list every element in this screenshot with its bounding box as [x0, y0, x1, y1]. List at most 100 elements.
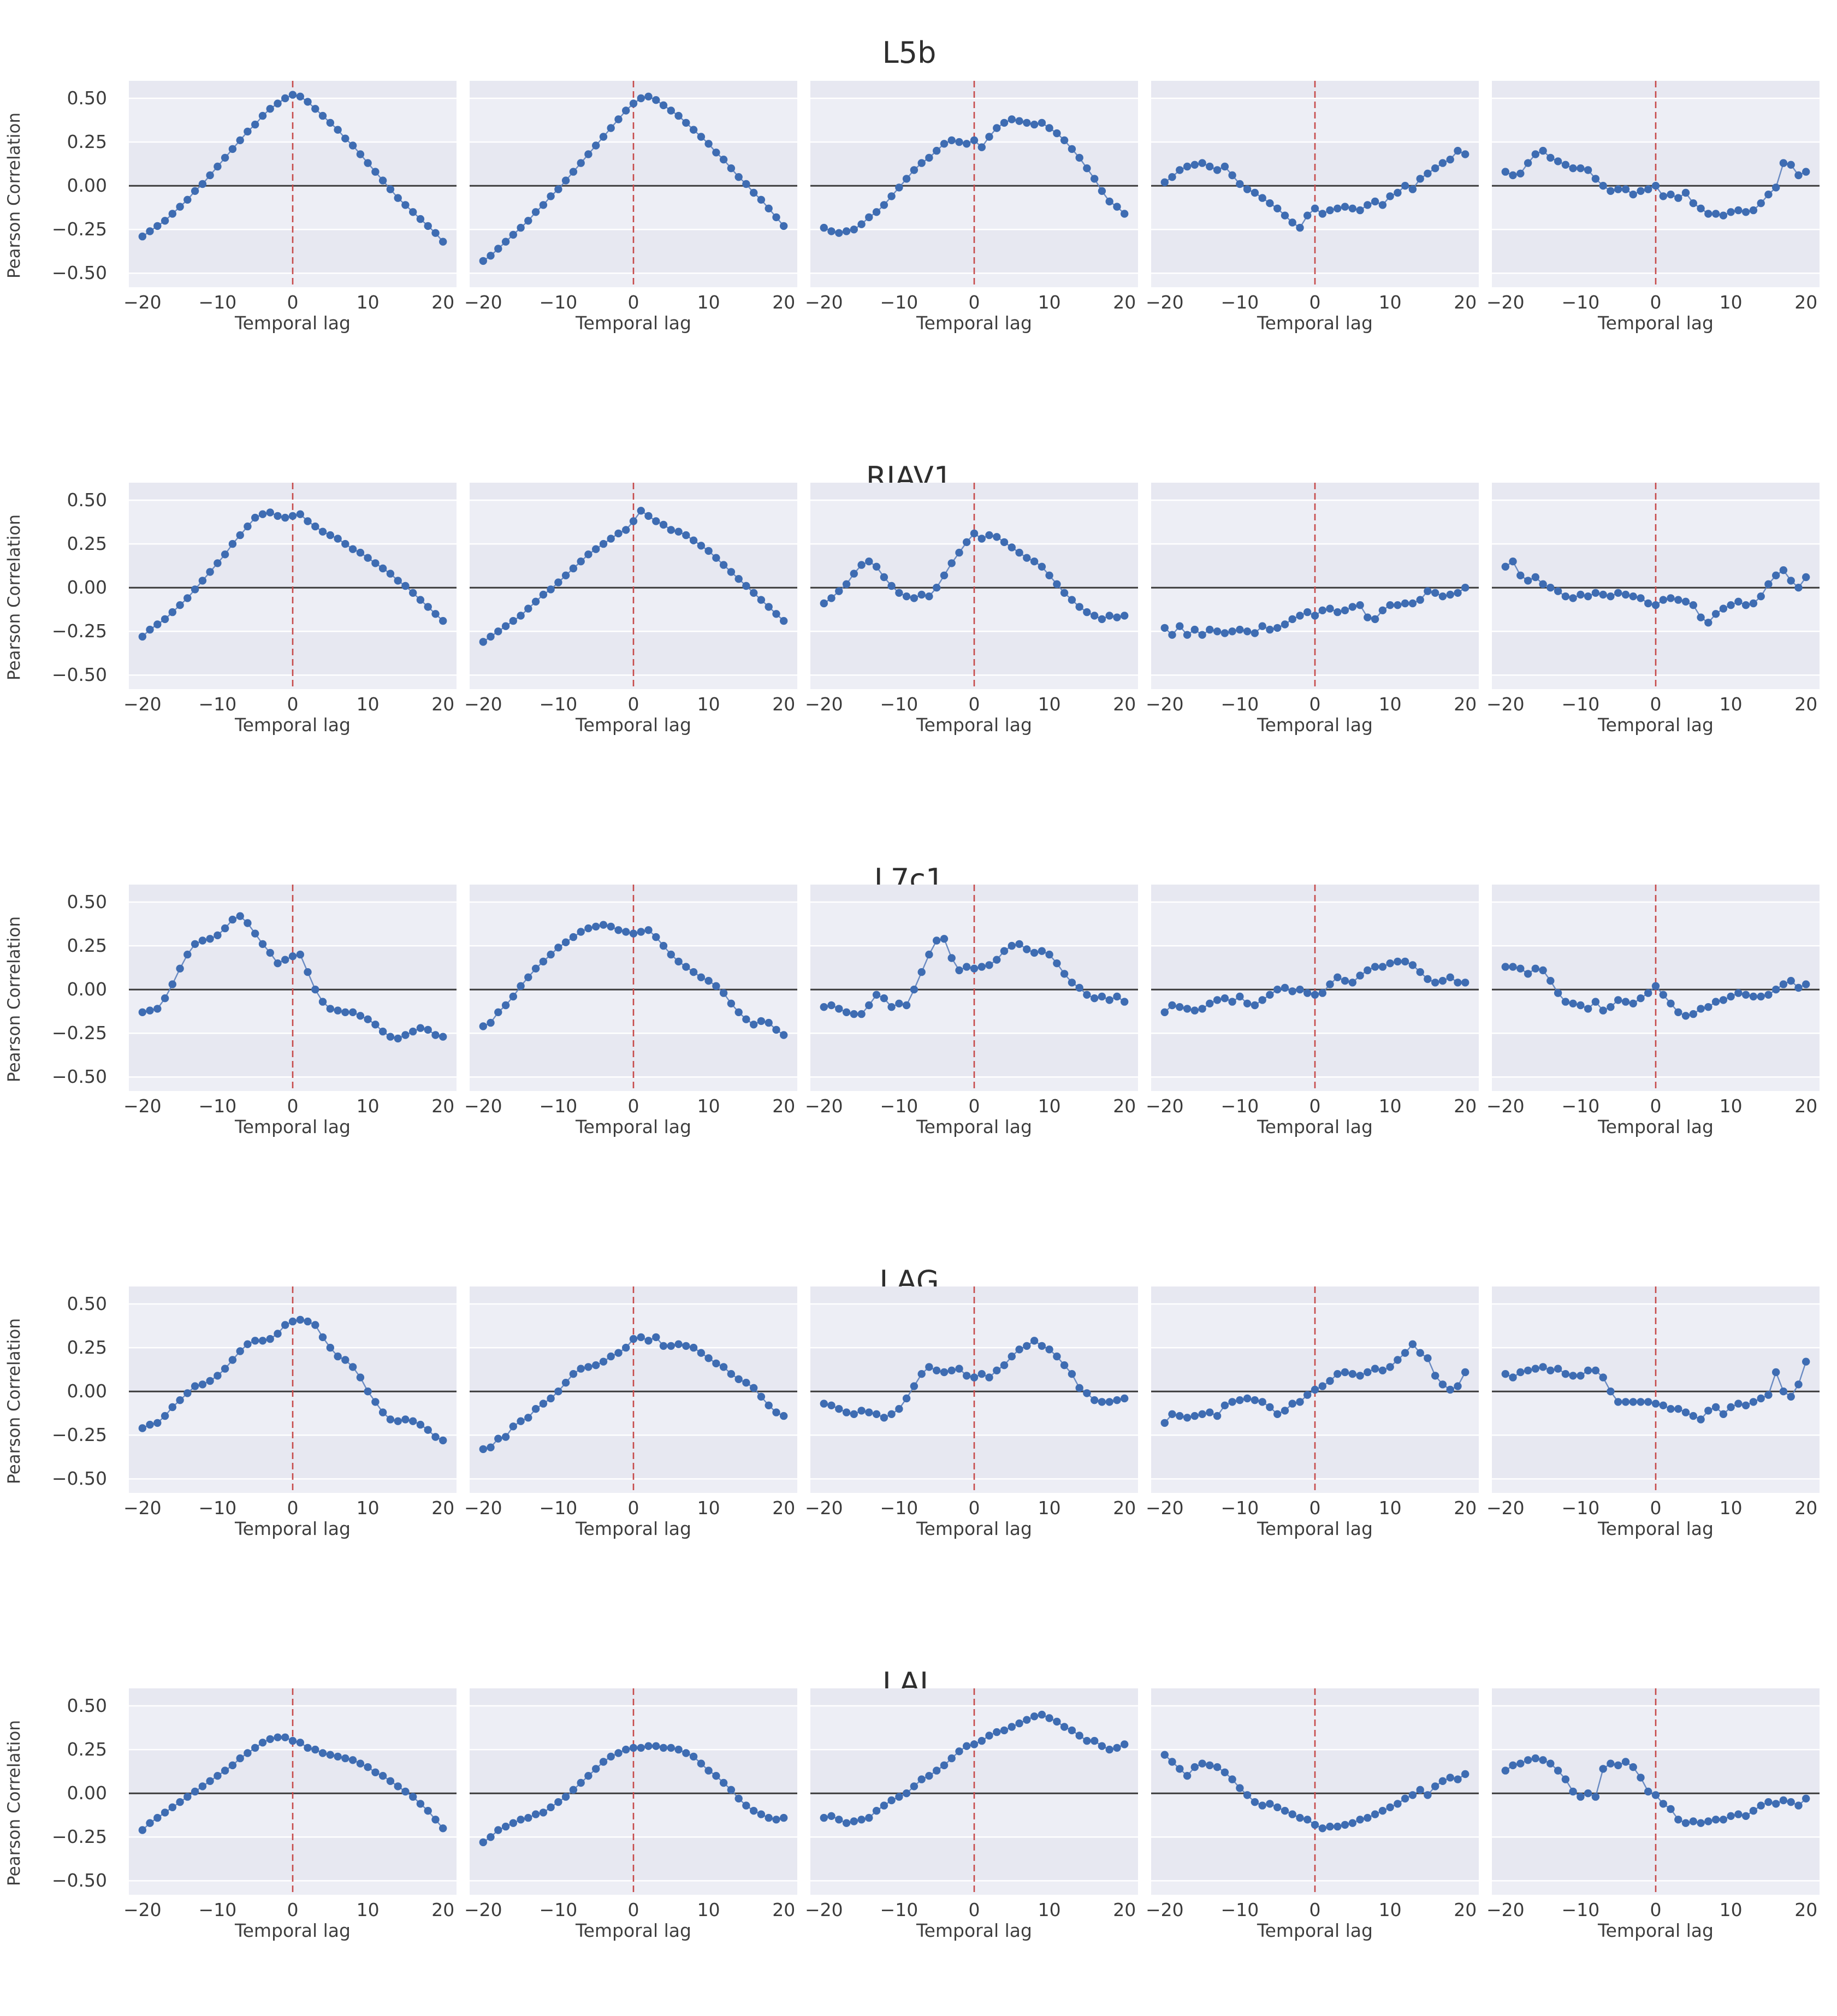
data-point: [1454, 1382, 1462, 1390]
data-point: [1524, 159, 1532, 167]
data-point: [985, 1373, 993, 1381]
data-point: [712, 149, 720, 157]
x-tick-label: −10: [198, 292, 237, 313]
data-point: [494, 1434, 502, 1443]
data-point: [1243, 185, 1252, 193]
data-point: [584, 150, 592, 158]
data-point: [1431, 164, 1439, 173]
data-point: [1000, 538, 1009, 547]
data-point: [326, 1005, 334, 1013]
data-point: [857, 1816, 866, 1824]
data-point: [1454, 1775, 1462, 1783]
data-point: [652, 1742, 660, 1750]
data-point: [221, 1766, 229, 1775]
y-tick-label: 0.00: [67, 979, 107, 1000]
data-point: [667, 1342, 675, 1350]
data-point: [183, 195, 192, 204]
data-point: [1644, 1787, 1652, 1796]
data-point: [1008, 543, 1016, 552]
x-axis-label: Temporal lag: [576, 312, 691, 334]
panel-riav1-mean-wind-intensity: −20 −10 0 10 20 Temporal lag: [1146, 483, 1479, 736]
data-point: [364, 554, 372, 562]
data-point: [1584, 592, 1592, 601]
data-point: [977, 143, 986, 151]
data-point: [629, 929, 638, 938]
data-point: [1198, 631, 1206, 639]
x-tick-label: 10: [1378, 1899, 1402, 1920]
data-point: [1311, 1821, 1319, 1829]
data-point: [1667, 1405, 1675, 1413]
x-tick-label: 20: [772, 1899, 796, 1920]
data-point: [1757, 199, 1765, 207]
x-tick-label: 20: [431, 1497, 455, 1519]
scatter-plot-lal-mean-sea-surface-temperature: [129, 1688, 457, 1895]
data-point: [1183, 631, 1192, 639]
data-point: [1461, 150, 1469, 158]
data-point: [221, 1365, 229, 1373]
data-point: [1569, 1372, 1577, 1380]
data-point: [1501, 963, 1509, 971]
data-point: [378, 1772, 387, 1780]
data-point: [1228, 1398, 1236, 1406]
data-point: [1220, 629, 1229, 637]
x-tick-label: −10: [539, 1497, 578, 1519]
data-point: [479, 638, 487, 646]
data-point: [1176, 1003, 1184, 1011]
data-point: [607, 535, 615, 543]
x-tick-label: 10: [1038, 292, 1061, 313]
figure-row-l7c1: L7c1 Pearson Correlation 0.50 0.25 0.00 −0.25…: [0, 810, 1837, 1212]
x-tick-label: −10: [539, 1899, 578, 1920]
data-point: [917, 590, 926, 599]
data-point: [902, 1394, 911, 1403]
data-point: [1113, 1744, 1121, 1752]
data-point: [765, 603, 773, 611]
data-point: [659, 1342, 668, 1350]
data-point: [1206, 1408, 1214, 1416]
data-point: [311, 105, 319, 113]
x-tick-label: 20: [1454, 693, 1477, 715]
data-point: [1629, 592, 1637, 601]
data-point: [138, 1826, 146, 1834]
data-point: [251, 513, 259, 522]
data-point: [1757, 1394, 1765, 1403]
data-point: [1160, 624, 1169, 632]
data-point: [1741, 1401, 1750, 1409]
x-tick-labels: −20 −10 0 10 20: [464, 1493, 797, 1519]
scatter-plot-lag-mean-chlorophyll-a: [810, 1286, 1138, 1493]
data-point: [1757, 992, 1765, 1001]
data-point: [1454, 979, 1462, 987]
x-axis-label: Temporal lag: [1598, 714, 1714, 736]
scatter-plot-riav1-mean-chlorophyll-a: [810, 483, 1138, 689]
data-point: [584, 1772, 592, 1780]
data-point: [1401, 182, 1409, 190]
data-point: [288, 1317, 297, 1326]
y-tick-label: 0.00: [67, 175, 107, 197]
data-point: [1681, 1012, 1690, 1020]
x-tick-label: −10: [1220, 1095, 1259, 1117]
data-point: [1719, 211, 1728, 220]
data-point: [1243, 999, 1252, 1007]
data-point: [993, 533, 1001, 541]
data-point: [1348, 1370, 1356, 1378]
figure-row-riav1: RIAV1 Pearson Correlation 0.50 0.25 0.00 −0.2…: [0, 408, 1837, 810]
data-point: [1446, 590, 1454, 599]
data-point: [266, 1735, 274, 1744]
data-point: [1704, 1407, 1712, 1415]
data-point: [1394, 1800, 1402, 1808]
data-point: [424, 222, 432, 230]
data-point: [1168, 173, 1176, 181]
data-point: [1334, 204, 1342, 212]
data-point: [1060, 1361, 1069, 1369]
x-axis-label: Temporal lag: [916, 714, 1032, 736]
x-tick-label: 10: [1378, 693, 1402, 715]
data-point: [364, 1388, 372, 1396]
data-point: [757, 596, 766, 604]
data-point: [719, 156, 728, 164]
data-point: [1727, 601, 1735, 609]
data-point: [917, 159, 926, 167]
panel-l5b-mean-sea-surface-temperature: −20 −10 0 10 20 Temporal lag: [123, 81, 457, 334]
data-point: [1228, 627, 1236, 636]
data-point: [872, 1410, 881, 1418]
data-point: [304, 1744, 312, 1752]
data-point: [251, 929, 259, 938]
